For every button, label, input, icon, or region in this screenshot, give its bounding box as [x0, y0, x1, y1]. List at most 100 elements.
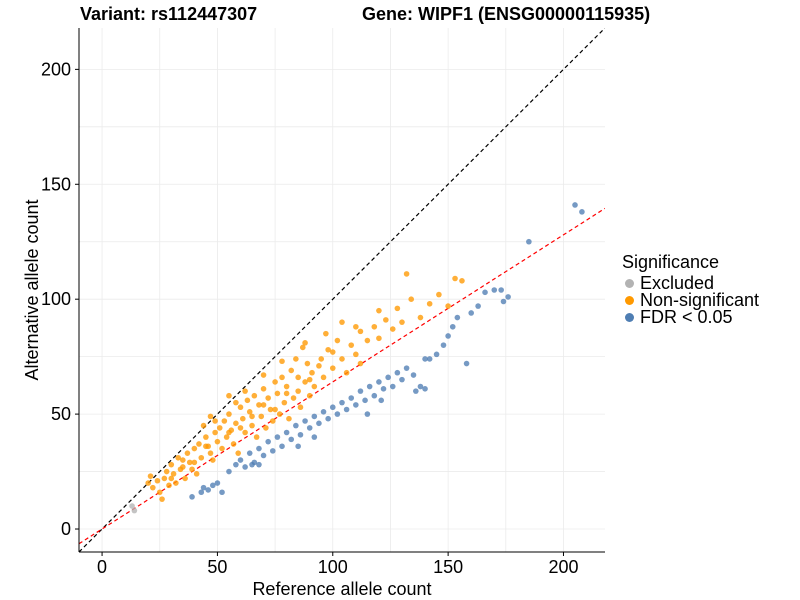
point-non-significant [272, 379, 278, 385]
point-excluded [131, 507, 138, 514]
point-fdr-0-05 [306, 425, 313, 431]
point-non-significant [417, 314, 424, 321]
point-fdr-0-05 [440, 342, 447, 348]
y-tick-label: 100 [41, 289, 71, 309]
point-fdr-0-05 [279, 443, 285, 450]
point-fdr-0-05 [198, 489, 205, 496]
point-fdr-0-05 [378, 397, 385, 404]
point-non-significant [288, 367, 295, 374]
point-non-significant [212, 429, 218, 436]
point-fdr-0-05 [426, 356, 433, 362]
point-non-significant [320, 374, 327, 381]
point-non-significant [306, 392, 313, 399]
point-non-significant [293, 356, 299, 362]
point-non-significant [263, 425, 269, 431]
point-non-significant [394, 305, 401, 312]
point-non-significant [274, 390, 281, 397]
legend-label-fdr: FDR < 0.05 [640, 307, 733, 327]
point-fdr-0-05 [526, 238, 532, 245]
point-fdr-0-05 [353, 402, 359, 408]
point-fdr-0-05 [311, 434, 318, 440]
point-non-significant [272, 406, 278, 413]
point-fdr-0-05 [283, 429, 290, 436]
point-non-significant [237, 404, 244, 411]
point-fdr-0-05 [371, 392, 378, 399]
y-tick-label: 0 [61, 519, 71, 539]
point-non-significant [339, 356, 345, 362]
point-non-significant [371, 323, 378, 330]
point-fdr-0-05 [249, 461, 255, 468]
point-non-significant [281, 399, 288, 406]
chart-title-variant: Variant: rs112447307 [80, 4, 258, 24]
point-fdr-0-05 [482, 289, 488, 296]
legend-item-excluded: Excluded [622, 273, 759, 293]
point-non-significant [182, 475, 188, 482]
point-non-significant [166, 482, 172, 489]
point-non-significant [399, 319, 405, 325]
point-fdr-0-05 [219, 489, 225, 496]
point-non-significant [145, 480, 152, 486]
point-fdr-0-05 [498, 287, 504, 293]
point-non-significant [173, 480, 179, 486]
point-fdr-0-05 [376, 379, 382, 385]
point-non-significant [299, 344, 306, 351]
point-non-significant [376, 307, 382, 314]
point-fdr-0-05 [256, 445, 262, 452]
point-non-significant [265, 395, 271, 401]
legend-title: Significance [622, 252, 720, 272]
point-fdr-0-05 [364, 411, 371, 417]
point-non-significant [242, 388, 248, 394]
x-tick-label: 200 [548, 557, 578, 577]
point-non-significant [334, 337, 341, 344]
legend-dot-fdr [625, 313, 634, 322]
x-axis-title: Reference allele count [252, 579, 431, 599]
point-fdr-0-05 [226, 468, 232, 475]
point-non-significant [311, 383, 318, 390]
point-non-significant [316, 363, 322, 369]
reference-line-identity [79, 28, 605, 552]
point-non-significant [156, 489, 163, 496]
point-non-significant [459, 278, 465, 284]
legend-label-non-significant: Non-significant [640, 290, 760, 310]
point-fdr-0-05 [572, 202, 578, 208]
point-non-significant [353, 323, 359, 330]
point-non-significant [256, 402, 262, 408]
point-non-significant [226, 392, 232, 399]
point-fdr-0-05 [311, 413, 318, 420]
point-fdr-0-05 [293, 422, 299, 429]
point-non-significant [216, 425, 223, 431]
point-fdr-0-05 [449, 323, 456, 330]
point-fdr-0-05 [274, 434, 281, 440]
legend-label-excluded: Excluded [640, 273, 715, 293]
point-non-significant [283, 390, 290, 397]
point-non-significant [212, 418, 218, 424]
point-fdr-0-05 [403, 365, 410, 371]
point-fdr-0-05 [205, 487, 211, 493]
legend-dot-excluded [625, 279, 634, 288]
point-fdr-0-05 [242, 464, 248, 470]
point-non-significant [233, 420, 239, 427]
point-fdr-0-05 [422, 356, 428, 362]
point-non-significant [302, 379, 308, 385]
point-non-significant [357, 328, 364, 335]
point-non-significant [203, 434, 209, 440]
point-non-significant [244, 397, 251, 404]
point-non-significant [230, 441, 237, 447]
point-fdr-0-05 [468, 310, 474, 316]
point-non-significant [357, 360, 364, 367]
point-fdr-0-05 [200, 484, 207, 491]
point-fdr-0-05 [579, 209, 585, 215]
legend: Significance Excluded Non-significant FD… [622, 252, 760, 327]
point-non-significant [246, 409, 253, 415]
point-excluded [129, 503, 135, 509]
point-fdr-0-05 [366, 383, 373, 390]
point-non-significant [221, 418, 228, 424]
point-non-significant [251, 392, 258, 399]
point-non-significant [237, 425, 244, 431]
y-tick-label: 50 [51, 404, 71, 424]
point-non-significant [436, 291, 442, 298]
point-non-significant [295, 374, 301, 381]
point-non-significant [383, 317, 389, 323]
point-fdr-0-05 [394, 369, 401, 376]
point-fdr-0-05 [348, 395, 355, 401]
